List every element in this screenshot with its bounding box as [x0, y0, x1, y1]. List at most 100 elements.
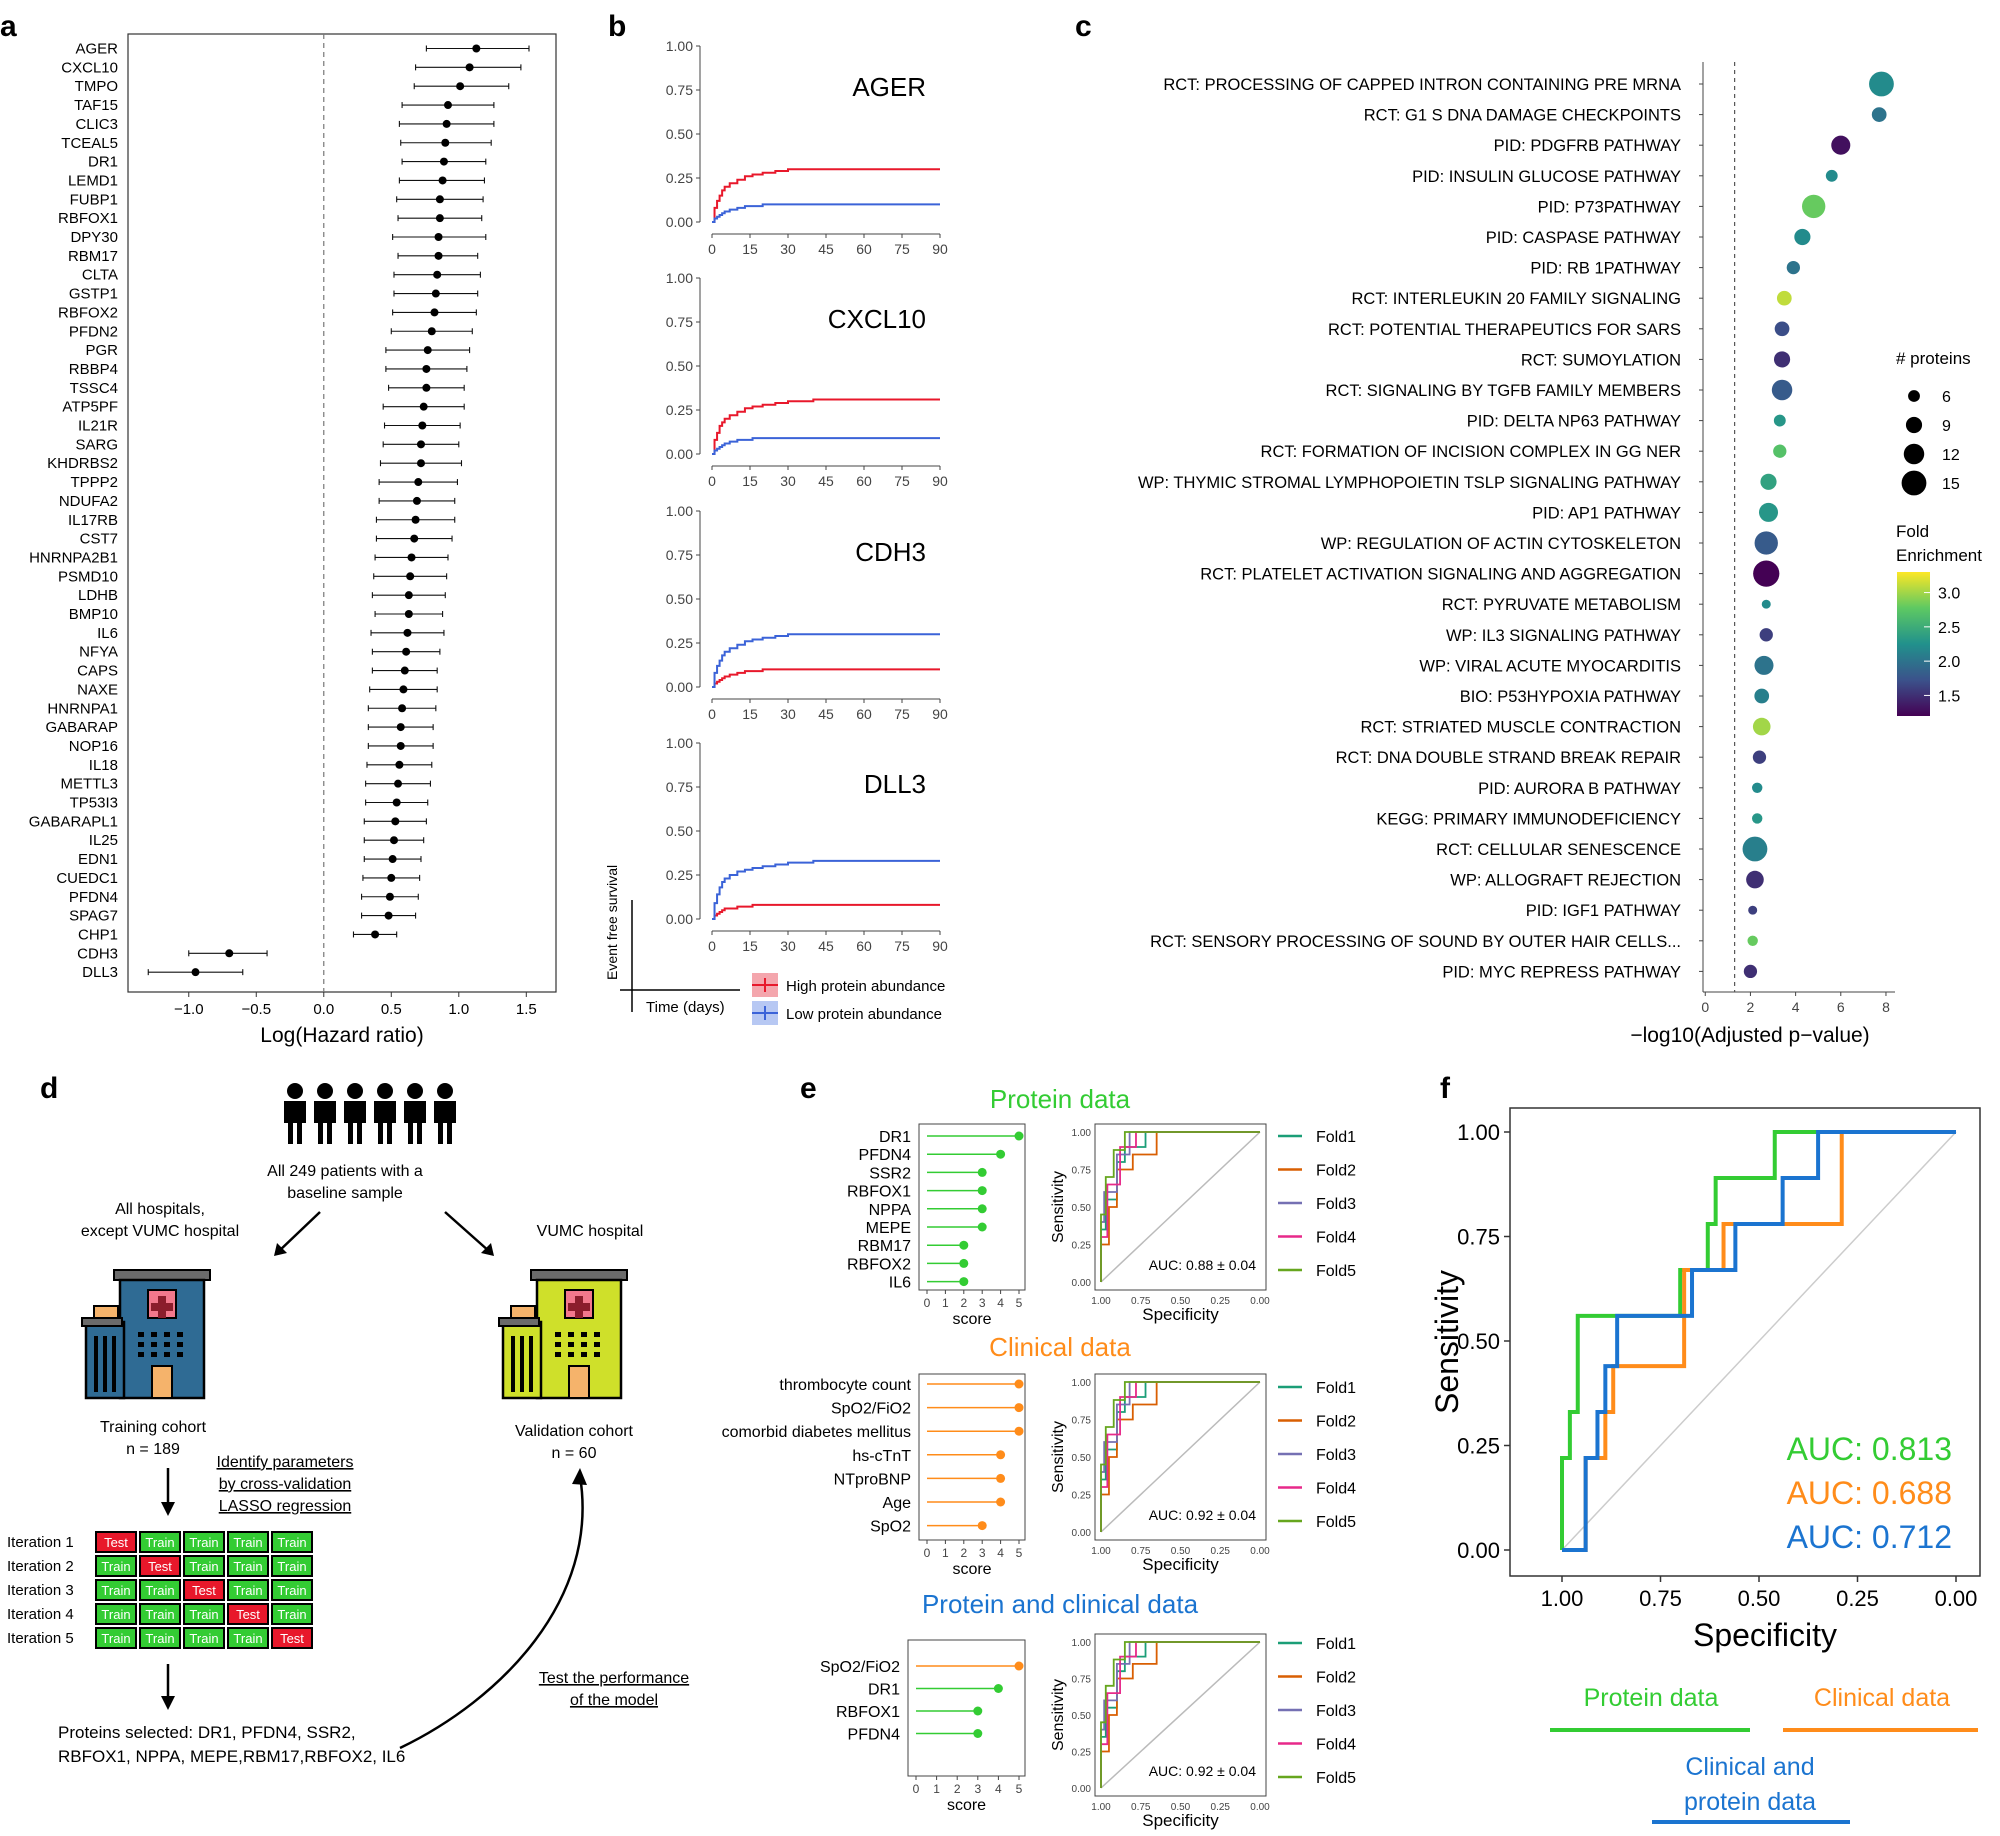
roc-x-axis-title: Specificity — [1142, 1811, 1219, 1830]
pathway-label: RCT: POTENTIAL THERAPEUTICS FOR SARS — [1328, 321, 1681, 339]
low-abundance-curve — [712, 633, 940, 688]
roc-auc-label: AUC: 0.92 ± 0.04 — [1149, 1763, 1257, 1779]
forest-row-label: DLL3 — [82, 964, 118, 981]
forest-estimate-point — [387, 873, 396, 882]
enrichment-dot — [1802, 194, 1826, 219]
train-fold-label: Train — [101, 1631, 130, 1646]
person-body — [344, 1101, 366, 1144]
hospital-window — [177, 1342, 183, 1347]
pathway-label: PID: P73PATHWAY — [1538, 198, 1681, 216]
x-axis-title: Time (days) — [646, 999, 725, 1016]
forest-row-label: IL25 — [89, 832, 118, 849]
y-tick-label: 0.50 — [666, 358, 693, 374]
forest-row-label: PSMD10 — [58, 568, 118, 585]
forest-estimate-point — [434, 251, 443, 260]
fold-legend-label: Fold1 — [1316, 1129, 1356, 1146]
arrow-head-down-1 — [161, 1502, 175, 1516]
lollipop-head — [977, 1204, 987, 1214]
roc-frame — [1509, 1107, 1981, 1577]
forest-estimate-point — [472, 44, 481, 53]
size-legend-label: 9 — [1942, 418, 1951, 435]
roc-y-tick-label: 1.00 — [1072, 1128, 1092, 1139]
feature-label: thrombocyte count — [779, 1377, 911, 1394]
train-fold-label: Train — [277, 1607, 306, 1622]
train-fold-cell — [183, 1531, 225, 1553]
y-axis-title: Sensitivity — [1429, 1270, 1465, 1414]
hospital-wing-column — [103, 1336, 107, 1392]
train-fold-label: Train — [189, 1559, 218, 1574]
enrichment-dot — [1759, 628, 1773, 642]
pathway-label: RCT: CELLULAR SENESCENCE — [1436, 841, 1681, 859]
x-tick-label: 0 — [708, 938, 716, 954]
feature-label: DR1 — [868, 1682, 900, 1699]
train-fold-cell — [271, 1555, 313, 1577]
train-fold-cell — [139, 1531, 181, 1553]
left-hospital-label-2: except VUMC hospital — [81, 1223, 239, 1240]
feature-label: RBFOX1 — [847, 1184, 911, 1201]
score-tick-label: 0 — [924, 1296, 931, 1310]
enrichment-dot — [1776, 290, 1792, 306]
pathway-label: WP: THYMIC STROMAL LYMPHOPOIETIN TSLP SI… — [1138, 474, 1681, 492]
hospital-cross — [151, 1296, 173, 1318]
forest-row-label: TMPO — [75, 78, 118, 95]
forest-estimate-point — [384, 911, 393, 920]
roc-x-tick-label: 0.50 — [1171, 1296, 1191, 1307]
forest-row-label: TP53I3 — [70, 795, 118, 812]
x-tick-label: 0.25 — [1836, 1586, 1879, 1611]
legend-low-label: Low protein abundance — [786, 1006, 942, 1023]
hospital-wing-column — [520, 1336, 524, 1392]
test-fold-label: Test — [148, 1559, 172, 1574]
enrichment-dot — [1773, 444, 1787, 458]
train-fold-cell — [271, 1531, 313, 1553]
forest-estimate-point — [441, 138, 450, 147]
roc-x-tick-label: 0.00 — [1250, 1296, 1270, 1307]
y-tick-label: 1.00 — [1457, 1120, 1500, 1145]
forest-estimate-point — [389, 836, 398, 845]
train-fold-label: Train — [233, 1559, 262, 1574]
train-fold-label: Train — [145, 1583, 174, 1598]
forest-estimate-point — [400, 666, 409, 675]
fold-legend-label: Fold2 — [1316, 1414, 1356, 1431]
forest-estimate-point — [191, 968, 200, 977]
train-fold-label: Train — [277, 1559, 306, 1574]
score-tick-label: 2 — [960, 1546, 967, 1560]
enrichment-dot — [1758, 502, 1779, 522]
forest-row-label: PFDN4 — [69, 889, 118, 906]
hospital-window — [177, 1332, 183, 1337]
train-fold-label: Train — [233, 1583, 262, 1598]
x-tick-label: 6 — [1837, 999, 1845, 1015]
y-tick-label: 0.50 — [666, 591, 693, 607]
roc-x-axis-title: Specificity — [1142, 1555, 1219, 1574]
fold-legend-label: Fold3 — [1316, 1703, 1356, 1720]
enrichment-dot — [1753, 560, 1780, 587]
x-tick-label: 30 — [780, 241, 796, 257]
hospital-cross — [568, 1296, 590, 1318]
panel-letter-f: f — [1440, 1072, 1451, 1105]
pathway-label: WP: ALLOGRAFT REJECTION — [1450, 872, 1681, 890]
roc-x-tick-label: 0.25 — [1211, 1546, 1231, 1557]
validation-cohort-n: n = 60 — [552, 1445, 597, 1462]
score-tick-label: 3 — [974, 1782, 981, 1796]
lollipop-frame — [907, 1639, 1026, 1777]
enrichment-dot — [1743, 964, 1758, 979]
roc-y-tick-label: 0.50 — [1072, 1203, 1092, 1214]
forest-estimate-point — [407, 553, 416, 562]
training-cohort-n: n = 189 — [126, 1441, 180, 1458]
feature-label: NTproBNP — [834, 1471, 911, 1488]
fold-roc-curve — [1100, 1381, 1260, 1532]
roc-y-tick-label: 0.25 — [1072, 1241, 1092, 1252]
lollipop-head — [973, 1729, 983, 1738]
y-tick-label: 1.00 — [666, 735, 693, 751]
gene-title: CXCL10 — [828, 304, 926, 334]
pathway-label: PID: AP1 PATHWAY — [1532, 504, 1681, 522]
high-abundance-curve — [712, 398, 940, 455]
x-tick-label: 0.0 — [313, 1001, 334, 1018]
person-body — [374, 1101, 396, 1144]
fold-legend-label: Fold1 — [1316, 1636, 1356, 1653]
score-tick-label: 5 — [1016, 1296, 1023, 1310]
hospital-wing-column — [529, 1336, 533, 1392]
size-legend-label: 12 — [1942, 447, 1960, 464]
y-tick-label: 0.00 — [666, 446, 693, 462]
person-body — [404, 1101, 426, 1144]
train-fold-cell — [227, 1627, 269, 1649]
